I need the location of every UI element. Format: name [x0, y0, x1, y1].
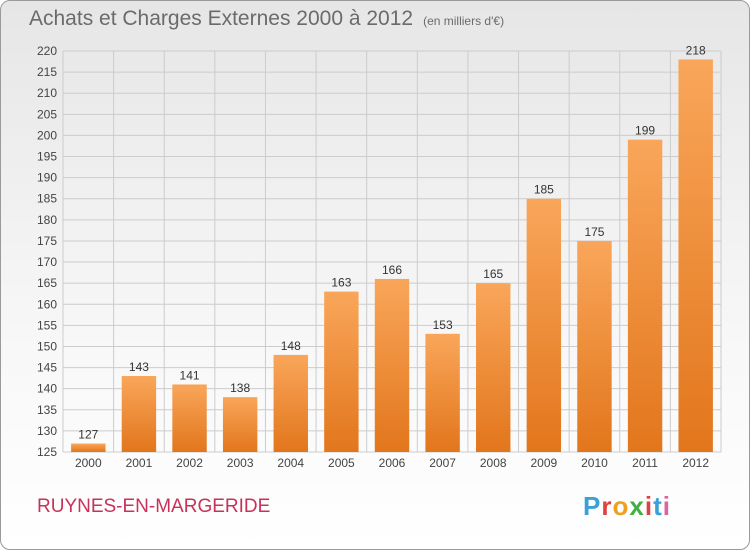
y-tick-label: 215: [37, 65, 57, 79]
logo-letter: P: [583, 491, 602, 521]
bar-value-label: 143: [129, 360, 149, 374]
bar-value-label: 163: [331, 276, 351, 290]
proxiti-logo: Proxiti: [583, 491, 671, 522]
commune-name: RUYNES-EN-MARGERIDE: [37, 496, 271, 517]
y-tick-label: 155: [37, 318, 57, 332]
y-tick-label: 190: [37, 171, 57, 185]
labels: 125 130 135 140 145 150 155 160 165 170 175 180 185 1…: [37, 43, 709, 470]
x-tick-label: 2002: [176, 456, 203, 470]
title-text: Achats et Charges Externes 2000 à 2012: [29, 7, 414, 30]
bar: [71, 443, 106, 452]
logo-letter: i: [644, 491, 654, 521]
bar: [374, 278, 410, 452]
y-tick-label: 160: [37, 297, 57, 311]
y-tick-label: 185: [37, 192, 57, 206]
unit-label: (en milliers d'€): [423, 14, 505, 28]
bars: [71, 59, 713, 453]
y-tick-label: 200: [37, 128, 57, 142]
bar-value-label: 218: [686, 43, 706, 57]
bar: [273, 354, 308, 452]
bar-value-label: 148: [281, 339, 301, 353]
logo-letter: t: [653, 491, 663, 521]
bar: [121, 376, 157, 452]
x-tick-label: 2011: [632, 456, 658, 470]
x-tick-label: 2005: [328, 456, 355, 470]
y-tick-label: 220: [37, 44, 57, 58]
x-tick-label: 2008: [480, 456, 507, 470]
bar: [476, 283, 511, 452]
y-tick-label: 150: [37, 339, 57, 353]
x-tick-label: 2004: [277, 456, 304, 470]
bar-value-label: 153: [433, 318, 453, 332]
bar: [172, 384, 207, 452]
bar: [324, 291, 359, 452]
x-tick-label: 2010: [581, 456, 608, 470]
bar-value-label: 127: [78, 428, 98, 442]
y-tick-label: 170: [37, 255, 57, 269]
y-tick-label: 180: [37, 213, 57, 227]
bar-value-label: 175: [584, 225, 604, 239]
y-tick-label: 140: [37, 382, 57, 396]
bar-value-label: 141: [180, 368, 200, 382]
bar-value-label: 165: [483, 267, 503, 281]
logo-letter: o: [612, 491, 630, 521]
y-tick-label: 130: [37, 424, 57, 438]
x-tick-label: 2003: [227, 456, 254, 470]
bar: [425, 333, 460, 452]
y-tick-label: 210: [37, 86, 57, 100]
x-tick-label: 2007: [429, 456, 456, 470]
bar: [222, 397, 258, 452]
x-tick-label: 2006: [379, 456, 406, 470]
bar: [678, 59, 713, 452]
y-tick-label: 125: [37, 445, 57, 459]
logo-letter: x: [629, 491, 645, 521]
bar: [577, 240, 612, 452]
y-tick-label: 175: [37, 234, 57, 248]
bar-value-label: 138: [230, 381, 250, 395]
x-tick-label: 2000: [75, 456, 102, 470]
chart-title: Achats et Charges Externes 2000 à 2012 (e…: [29, 7, 504, 31]
y-tick-label: 205: [37, 107, 57, 121]
y-tick-label: 195: [37, 150, 57, 164]
x-tick-label: 2012: [682, 456, 709, 470]
bar: [627, 139, 663, 453]
bar-value-label: 185: [534, 183, 554, 197]
logo-letter: r: [601, 491, 613, 521]
y-tick-label: 165: [37, 276, 57, 290]
bar: [526, 198, 562, 452]
bar-value-label: 166: [382, 263, 402, 277]
bar-value-label: 199: [635, 124, 655, 138]
y-tick-label: 135: [37, 403, 57, 417]
y-tick-label: 145: [37, 361, 57, 375]
x-tick-label: 2001: [126, 456, 153, 470]
logo-letter: i: [662, 491, 671, 521]
x-tick-label: 2009: [530, 456, 557, 470]
